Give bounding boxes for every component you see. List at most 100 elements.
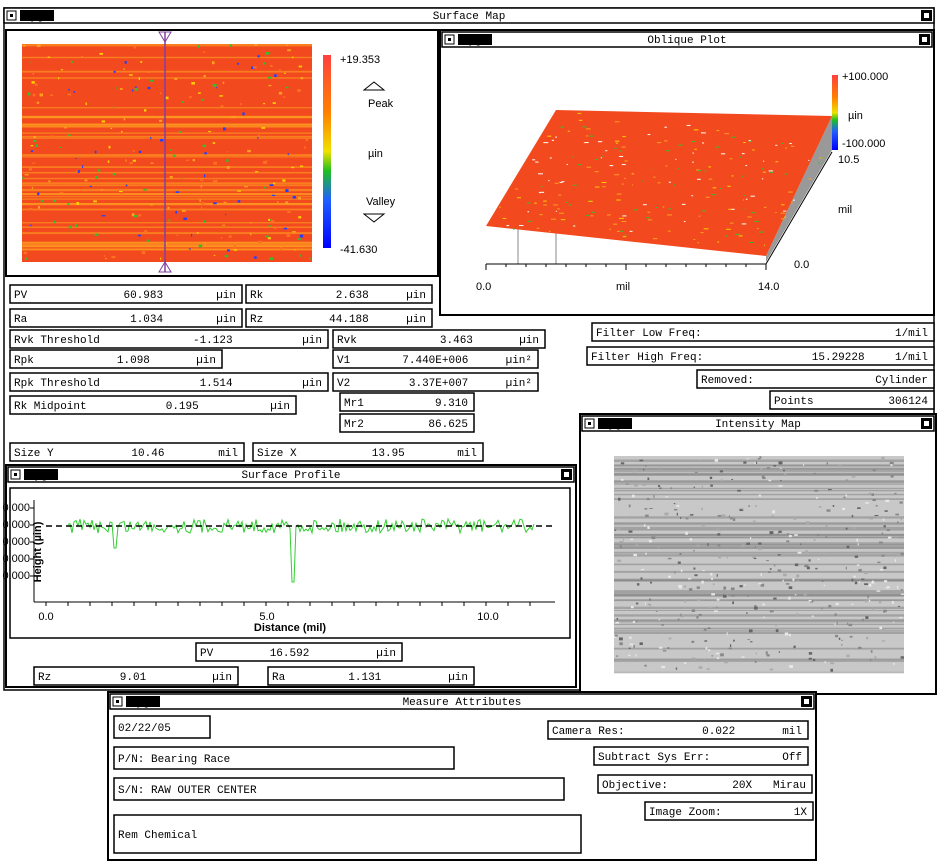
surface-speck: [601, 157, 602, 158]
image-speck: [678, 619, 680, 621]
image-speck: [773, 465, 776, 467]
surface-speck: [697, 179, 701, 180]
image-speck: [857, 564, 860, 565]
image-base: [22, 44, 312, 262]
field-label: S/N: RAW OUTER CENTER: [118, 785, 257, 797]
image-speck: [69, 226, 72, 229]
surface-speck: [622, 147, 626, 148]
color-scale: [323, 55, 331, 248]
image-stripe: [614, 537, 904, 538]
image-speck: [48, 57, 51, 58]
image-speck: [852, 476, 856, 478]
image-speck: [817, 534, 820, 536]
field-value: 306124: [888, 396, 928, 408]
surface-speck: [584, 142, 588, 143]
image-speck: [645, 602, 646, 605]
image-speck: [29, 208, 32, 210]
image-speck: [895, 559, 896, 562]
image-speck: [287, 211, 290, 213]
image-speck: [766, 651, 768, 654]
image-speck: [255, 171, 258, 172]
image-speck: [645, 465, 647, 467]
image-speck: [61, 69, 63, 70]
surface-speck: [742, 223, 746, 224]
image-speck: [647, 526, 649, 529]
image-speck: [681, 569, 682, 572]
image-speck: [253, 67, 257, 69]
surface-speck: [808, 160, 809, 161]
y-max: 10.5: [838, 154, 859, 166]
image-speck: [704, 629, 707, 631]
image-speck: [176, 235, 177, 236]
image-speck: [690, 538, 692, 540]
surface-speck: [692, 153, 693, 154]
image-speck: [702, 570, 704, 571]
image-speck: [114, 71, 116, 73]
image-speck: [846, 479, 847, 480]
image-speck: [677, 513, 678, 516]
image-speck: [292, 231, 296, 233]
image-stripe: [22, 136, 312, 137]
image-speck: [270, 219, 272, 221]
logo: zygo: [24, 11, 51, 23]
image-speck: [886, 587, 888, 588]
image-stripe: [614, 516, 904, 518]
surface-speck: [559, 213, 564, 214]
surface-speck: [785, 148, 786, 149]
image-speck: [100, 53, 103, 55]
image-stripe: [22, 249, 312, 251]
image-speck: [33, 94, 36, 96]
image-speck: [617, 560, 621, 562]
image-speck: [749, 505, 750, 506]
image-speck: [770, 669, 773, 671]
surface-speck: [513, 228, 515, 229]
surface-speck: [743, 142, 745, 143]
surface-speck: [757, 228, 759, 229]
surface-speck: [575, 225, 576, 226]
image-speck: [269, 257, 273, 260]
surface-speck: [539, 214, 542, 215]
field-value: 0.195: [166, 401, 199, 413]
image-speck: [761, 573, 762, 576]
image-speck: [633, 621, 635, 623]
image-speck: [795, 563, 798, 566]
image-speck: [834, 623, 835, 625]
image-speck: [273, 102, 276, 104]
image-speck: [635, 544, 638, 545]
image-speck: [880, 569, 884, 570]
image-speck: [803, 464, 804, 465]
image-speck: [116, 87, 117, 88]
surface-speck: [698, 242, 699, 243]
image-speck: [614, 637, 617, 638]
image-speck: [842, 508, 845, 510]
image-speck: [268, 77, 272, 79]
image-speck: [33, 137, 36, 138]
image-speck: [650, 604, 651, 607]
image-speck: [274, 227, 276, 229]
surface-speck: [764, 207, 767, 208]
field-unit: mil: [218, 448, 238, 460]
field-unit: µin: [448, 672, 468, 684]
image-speck: [881, 555, 884, 557]
surface-speck: [769, 170, 773, 171]
image-speck: [37, 102, 40, 104]
image-speck: [138, 214, 141, 216]
image-speck: [883, 566, 886, 569]
image-speck: [647, 478, 649, 480]
close-dot: [588, 422, 591, 425]
image-speck: [147, 240, 149, 242]
image-stripe: [22, 154, 312, 156]
image-speck: [621, 479, 624, 481]
image-speck: [280, 247, 282, 250]
image-speck: [851, 604, 853, 605]
image-speck: [67, 203, 69, 205]
surface-speck: [515, 189, 518, 190]
image-stripe: [22, 193, 312, 195]
surface-speck: [527, 211, 529, 212]
image-speck: [650, 582, 652, 584]
surface-speck: [625, 235, 627, 236]
image-speck: [59, 147, 62, 148]
image-speck: [858, 647, 861, 649]
image-speck: [776, 629, 779, 632]
image-speck: [620, 541, 624, 542]
